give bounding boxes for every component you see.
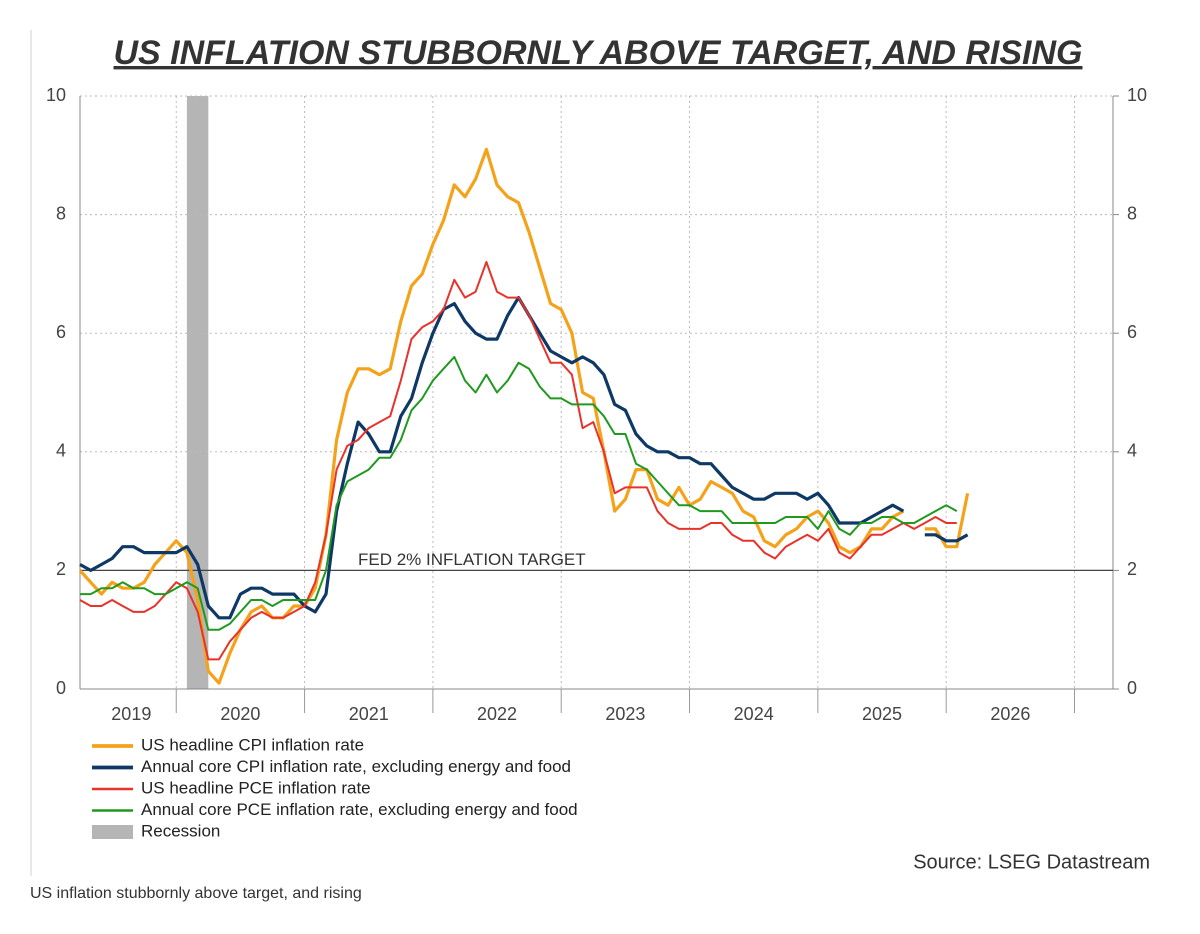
y2-tick-label: 10 bbox=[1127, 85, 1147, 105]
caption: US inflation stubbornly above target, an… bbox=[30, 885, 362, 902]
series-line bbox=[924, 492, 970, 549]
legend-label: Recession bbox=[141, 821, 220, 840]
y-tick-label: 6 bbox=[56, 322, 66, 342]
y2-tick-label: 6 bbox=[1127, 322, 1137, 342]
series-line bbox=[78, 147, 905, 685]
source: Source: LSEG Datastream bbox=[913, 851, 1150, 873]
legend-swatch bbox=[92, 825, 133, 839]
series-line bbox=[79, 261, 957, 661]
x-tick-label: 2019 bbox=[111, 704, 151, 724]
x-tick-label: 2026 bbox=[990, 704, 1030, 724]
legend-label: Annual core CPI inflation rate, excludin… bbox=[141, 757, 571, 776]
y2-tick-label: 2 bbox=[1127, 559, 1137, 579]
x-tick-label: 2024 bbox=[734, 704, 774, 724]
y-tick-label: 0 bbox=[56, 678, 66, 698]
chart-title: US INFLATION STUBBORNLY ABOVE TARGET, AN… bbox=[114, 34, 1083, 72]
y-tick-label: 2 bbox=[56, 559, 66, 579]
x-tick-label: 2025 bbox=[862, 704, 902, 724]
recession-band bbox=[186, 96, 209, 689]
series-line bbox=[79, 296, 905, 620]
legend-label: US headline CPI inflation rate bbox=[141, 735, 364, 754]
x-tick-label: 2023 bbox=[605, 704, 645, 724]
x-tick-label: 2022 bbox=[477, 704, 517, 724]
x-tick-label: 2021 bbox=[349, 704, 389, 724]
legend-label: US headline PCE inflation rate bbox=[141, 778, 371, 797]
y-tick-label: 8 bbox=[56, 203, 66, 223]
y2-tick-label: 4 bbox=[1127, 441, 1137, 461]
series-line bbox=[80, 355, 958, 631]
x-tick-label: 2020 bbox=[220, 704, 260, 724]
y2-tick-label: 0 bbox=[1127, 678, 1137, 698]
y-tick-label: 4 bbox=[56, 441, 66, 461]
target-label: FED 2% INFLATION TARGET bbox=[358, 550, 586, 569]
legend-label: Annual core PCE inflation rate, excludin… bbox=[141, 800, 578, 819]
y-tick-label: 10 bbox=[46, 85, 66, 105]
series-line bbox=[924, 533, 969, 543]
y2-tick-label: 8 bbox=[1127, 203, 1137, 223]
